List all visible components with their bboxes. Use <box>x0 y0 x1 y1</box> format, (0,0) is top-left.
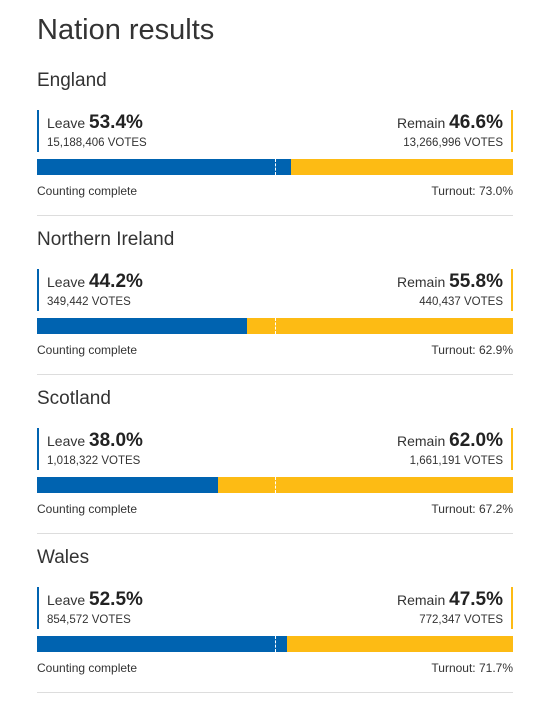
remain-bar <box>217 477 513 493</box>
remain-percent: 62.0% <box>449 430 503 451</box>
remain-votes: 1,661,191 VOTES <box>409 455 503 467</box>
midpoint-line <box>275 318 276 334</box>
leave-bar <box>37 318 248 334</box>
status: Counting complete <box>37 661 138 675</box>
turnout: Turnout: 62.9% <box>431 343 513 357</box>
remain-border <box>511 587 513 629</box>
leave-bar <box>37 159 292 175</box>
leave-votes: 15,188,406 VOTES <box>47 137 147 149</box>
leave-border <box>37 587 39 629</box>
remain-votes: 13,266,996 VOTES <box>403 137 503 149</box>
leave-percent: 38.0% <box>89 430 143 451</box>
nation-name: England <box>37 70 107 91</box>
remain-heading: Remain 62.0% <box>397 430 503 452</box>
remain-label: Remain <box>396 115 446 131</box>
leave-heading: Leave 44.2% <box>47 271 143 293</box>
leave-border <box>37 428 39 470</box>
remain-border <box>511 110 513 152</box>
remain-bar <box>247 318 513 334</box>
leave-percent: 44.2% <box>89 271 143 292</box>
page-title: Nation results <box>37 14 215 46</box>
leave-label: Leave <box>47 433 86 449</box>
remain-bar <box>286 636 513 652</box>
leave-label: Leave <box>47 592 86 608</box>
status: Counting complete <box>37 343 138 357</box>
leave-label: Leave <box>47 274 86 290</box>
midpoint-line <box>275 636 276 652</box>
nation-name: Wales <box>37 547 90 568</box>
leave-votes: 854,572 VOTES <box>47 614 131 626</box>
remain-label: Remain <box>396 592 446 608</box>
leave-border <box>37 110 39 152</box>
divider <box>37 374 513 375</box>
midpoint-line <box>275 477 276 493</box>
remain-heading: Remain 46.6% <box>397 112 503 134</box>
nation-name: Northern Ireland <box>37 229 175 250</box>
leave-percent: 52.5% <box>89 589 143 610</box>
leave-heading: Leave 52.5% <box>47 589 143 611</box>
remain-votes: 440,437 VOTES <box>419 296 503 308</box>
status: Counting complete <box>37 184 138 198</box>
leave-border <box>37 269 39 311</box>
leave-votes: 349,442 VOTES <box>47 296 131 308</box>
nation-name: Scotland <box>37 388 111 409</box>
remain-bar <box>291 159 513 175</box>
leave-bar <box>37 636 287 652</box>
remain-percent: 47.5% <box>449 589 503 610</box>
divider <box>37 533 513 534</box>
status: Counting complete <box>37 502 138 516</box>
midpoint-line <box>275 159 276 175</box>
remain-label: Remain <box>396 274 446 290</box>
remain-heading: Remain 47.5% <box>397 589 503 611</box>
leave-votes: 1,018,322 VOTES <box>47 455 141 467</box>
remain-votes: 772,347 VOTES <box>419 614 503 626</box>
remain-heading: Remain 55.8% <box>397 271 503 293</box>
turnout: Turnout: 67.2% <box>431 502 513 516</box>
remain-border <box>511 269 513 311</box>
leave-bar <box>37 477 218 493</box>
turnout: Turnout: 71.7% <box>431 661 513 675</box>
remain-percent: 46.6% <box>449 112 503 133</box>
remain-percent: 55.8% <box>449 271 503 292</box>
leave-percent: 53.4% <box>89 112 143 133</box>
leave-label: Leave <box>47 115 86 131</box>
leave-heading: Leave 53.4% <box>47 112 143 134</box>
divider <box>37 692 513 693</box>
leave-heading: Leave 38.0% <box>47 430 143 452</box>
remain-label: Remain <box>396 433 446 449</box>
divider <box>37 215 513 216</box>
remain-border <box>511 428 513 470</box>
turnout: Turnout: 73.0% <box>431 184 513 198</box>
